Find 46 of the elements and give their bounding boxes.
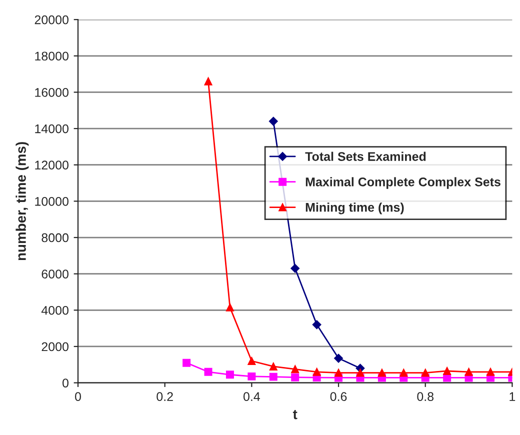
y-tick-label: 14000 — [35, 124, 68, 134]
point — [443, 367, 452, 375]
point — [269, 362, 278, 370]
point — [486, 368, 494, 376]
y-tick-label: 10000 — [35, 196, 68, 206]
point — [268, 116, 278, 126]
point — [248, 357, 256, 365]
point — [334, 354, 343, 363]
point — [291, 365, 300, 374]
x-tick-label: 0.8 — [417, 392, 434, 402]
y-tick-label: 16000 — [35, 88, 68, 97]
y-tick-label: 2000 — [42, 342, 68, 352]
y-tick-label: 8000 — [42, 233, 68, 242]
point — [204, 368, 212, 376]
y-tick-label: 20000 — [34, 15, 68, 24]
x-tick-label: 0.6 — [330, 392, 347, 402]
legend-label: Mining time (ms) — [306, 202, 404, 214]
x-tick-label: 0.2 — [156, 392, 173, 402]
point — [248, 372, 256, 380]
x-tick-label: 1 — [510, 392, 516, 401]
x-axis-title: t — [292, 410, 298, 420]
y-tick-label: 4000 — [41, 306, 68, 315]
y-tick-label: 6000 — [42, 270, 68, 278]
point — [312, 368, 321, 376]
point — [290, 264, 300, 273]
x-tick-label: 0.4 — [243, 392, 260, 402]
y-tick-label: 18000 — [35, 52, 68, 61]
x-tick-label: 0 — [75, 392, 81, 402]
y-tick-label: 0 — [62, 378, 68, 388]
legend-label: Maximal Complete Complex Sets — [306, 177, 500, 189]
point — [421, 368, 430, 377]
point — [334, 368, 343, 377]
y-tick-label: 12000 — [35, 160, 68, 170]
y-axis-title: number, time (ms) — [16, 142, 29, 260]
point — [226, 370, 234, 379]
legend-label: Total Sets Examined — [305, 152, 426, 161]
point — [182, 358, 191, 367]
point — [464, 368, 473, 376]
point — [226, 303, 234, 312]
point — [378, 368, 386, 377]
point — [291, 373, 300, 382]
point — [400, 368, 408, 377]
point — [204, 77, 212, 86]
point — [356, 368, 364, 377]
point — [269, 372, 278, 381]
point — [312, 320, 322, 330]
